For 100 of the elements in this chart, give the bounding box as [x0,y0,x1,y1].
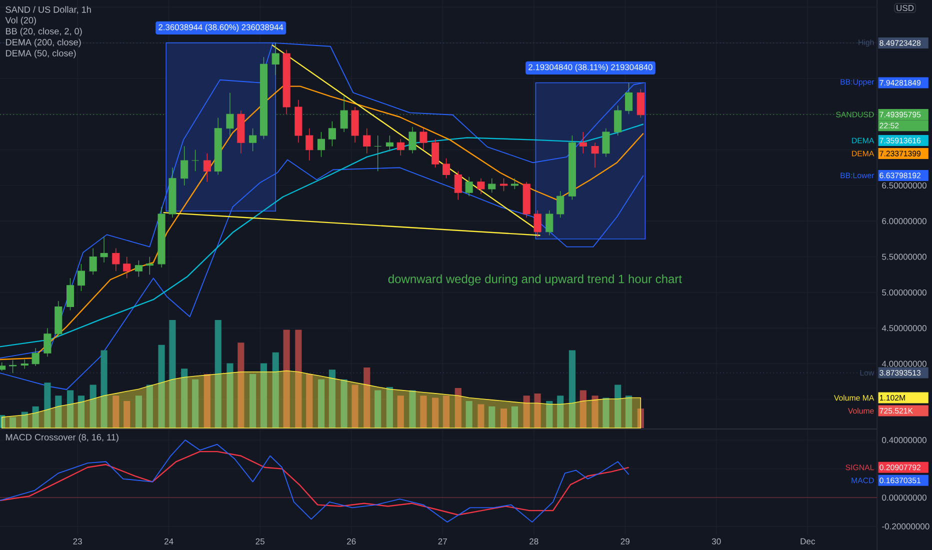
bar [55,396,62,428]
bar [614,384,622,428]
candlestick [454,170,462,200]
bar [374,390,382,428]
bar [44,382,51,428]
bar [192,379,199,428]
bar [226,363,234,428]
x-tick-label: 26 [347,538,356,544]
bar [181,368,188,428]
x-tick-label: 25 [256,538,264,544]
x-tick-label: 30 [712,538,721,544]
bar [432,398,439,428]
bar [9,417,16,428]
candlestick [442,158,450,179]
bar [602,398,610,428]
candlestick [556,190,564,218]
bar [90,384,96,428]
x-tick-label: Dec [800,538,816,544]
x-tick-label: 24 [164,538,174,544]
candlestick [340,96,348,132]
bar [534,393,541,428]
y-tick-label: 5.00000000 [882,289,926,296]
candlestick [374,135,382,172]
candlestick [546,210,554,236]
candlestick [420,128,428,150]
candlestick [625,82,633,114]
bar [364,368,370,428]
bar [546,400,553,428]
bar [340,379,348,428]
bar [568,350,576,428]
y-tick-label: -0.20000000 [882,523,930,530]
bar [318,379,325,428]
bar [637,408,644,428]
bar [488,406,496,428]
bar [250,374,256,428]
bar [511,406,518,428]
bar [328,370,336,428]
x-tick-label: 27 [438,538,447,544]
annotation: downward wedge during and upward trend 1 hour chart [388,274,682,286]
candlestick [249,128,257,152]
bar [112,396,120,428]
candlestick [534,210,542,238]
bar [580,390,586,428]
candlestick [386,135,394,152]
text: SAND / US Dollar, 1h [6,6,91,14]
candlestick [591,142,599,168]
candlestick [44,328,52,357]
bar [169,320,176,428]
candlestick [488,178,496,193]
bar [409,390,416,428]
chart-title: Vol (20) [5,16,36,26]
y-axis-title: USD [896,4,914,12]
candlestick [272,42,280,76]
candlestick [602,128,610,158]
bar [204,374,210,428]
annotation: DEMA (200, close) [6,38,81,48]
bar [272,352,279,428]
bar [135,396,142,428]
candlestick [89,248,97,275]
annotation: 2.36038944 (38.60%) 236038944 [158,24,284,32]
bar [283,330,290,428]
bar [146,384,153,428]
bar [500,408,508,428]
bar [478,404,484,428]
bar [306,374,313,428]
candlestick [328,120,336,147]
candlestick [579,132,587,154]
bar [557,396,564,428]
candlestick [363,128,371,154]
candlestick [636,88,644,118]
bar [386,386,393,428]
bar [442,396,450,428]
bar [420,396,427,428]
bar [397,396,404,428]
bar [523,396,530,428]
candlestick [123,256,131,279]
candlestick [66,278,74,311]
bar [295,330,302,428]
candlestick [20,359,28,370]
annotation: BB (20, close, 2, 0) [6,28,82,36]
bar [78,396,85,428]
y-tick-label: 6.50000000 [882,182,926,188]
bar [100,350,108,428]
candlestick [180,146,188,186]
y-tick-label: 4.50000000 [882,325,926,332]
candlestick [317,132,326,158]
bar [214,320,222,428]
annotation: 2.19304840 (38.11%) 219304840 [528,64,652,72]
candlestick [396,138,404,156]
candlestick [203,153,211,182]
y-tick-label: 0.40000000 [882,437,926,444]
candlestick [77,264,85,292]
chart-title: MACD Crossover (8, 16, 11) [6,434,118,442]
candlestick [614,105,622,136]
bar [66,390,74,428]
candlestick [32,348,40,366]
bar [260,363,268,428]
candlestick [134,260,142,278]
y-tick-label: 6.00000000 [882,218,926,224]
candlestick [408,126,416,154]
